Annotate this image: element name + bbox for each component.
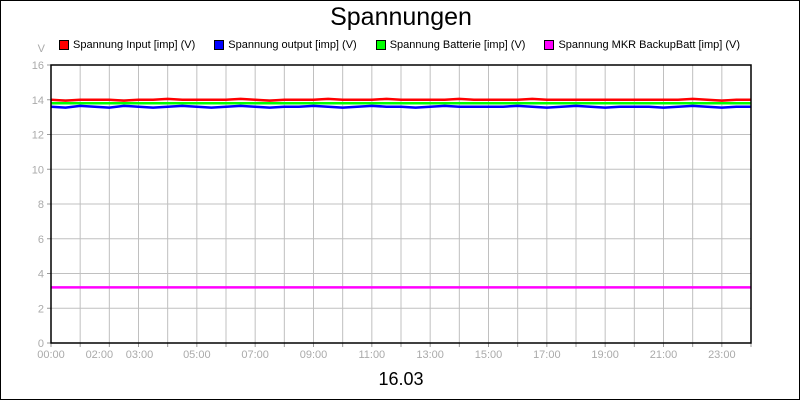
legend-item: Spannung MKR BackupBatt [imp] (V) — [544, 39, 740, 51]
x-tick-label: 13:00 — [416, 349, 444, 361]
x-tick-label: 09:00 — [300, 349, 328, 361]
x-tick-label: 17:00 — [533, 349, 561, 361]
x-tick-label: 07:00 — [241, 349, 269, 361]
x-axis-label: 16.03 — [378, 369, 424, 389]
y-tick-label: 2 — [38, 303, 44, 315]
legend-label: Spannung output [imp] (V) — [228, 39, 357, 51]
legend-item: Spannung Input [imp] (V) — [59, 39, 195, 51]
x-tick-label: 03:00 — [126, 349, 154, 361]
x-tick-label: 00:00 — [37, 349, 65, 361]
chart-title: Spannungen — [330, 3, 472, 31]
y-tick-label: 10 — [32, 164, 44, 176]
legend: Spannung Input [imp] (V) Spannung output… — [59, 39, 759, 51]
x-tick-label: 02:00 — [86, 349, 114, 361]
y-tick-label: 6 — [38, 234, 44, 246]
x-tick-label: 05:00 — [183, 349, 211, 361]
plot-border — [50, 64, 752, 344]
x-tick-label: 21:00 — [650, 349, 678, 361]
legend-label: Spannung Input [imp] (V) — [73, 39, 196, 51]
legend-label: Spannung Batterie [imp] (V) — [389, 39, 526, 51]
legend-item: Spannung output [imp] (V) — [214, 39, 357, 51]
x-tick-label: 11:00 — [358, 349, 385, 361]
series-line — [50, 104, 751, 109]
y-tick-label: 8 — [38, 199, 44, 211]
legend-swatch — [375, 40, 386, 50]
y-tick-label: 0 — [38, 338, 44, 350]
y-tick-label: 16 — [32, 60, 44, 72]
y-tick-label: 12 — [32, 130, 44, 142]
legend-swatch — [544, 40, 555, 50]
y-tick-label: 4 — [38, 269, 44, 281]
legend-swatch — [59, 40, 69, 50]
legend-label: Spannung MKR BackupBatt [imp] (V) — [558, 39, 741, 51]
legend-swatch — [214, 40, 225, 50]
legend-item: Spannung Batterie [imp] (V) — [375, 39, 526, 51]
x-tick-label: 15:00 — [475, 349, 503, 361]
x-tick-label: 23:00 — [708, 349, 736, 361]
x-tick-label: 19:00 — [591, 349, 619, 361]
y-tick-label: 14 — [32, 95, 44, 107]
y-axis-label: V — [38, 43, 46, 55]
series-line — [50, 97, 751, 102]
